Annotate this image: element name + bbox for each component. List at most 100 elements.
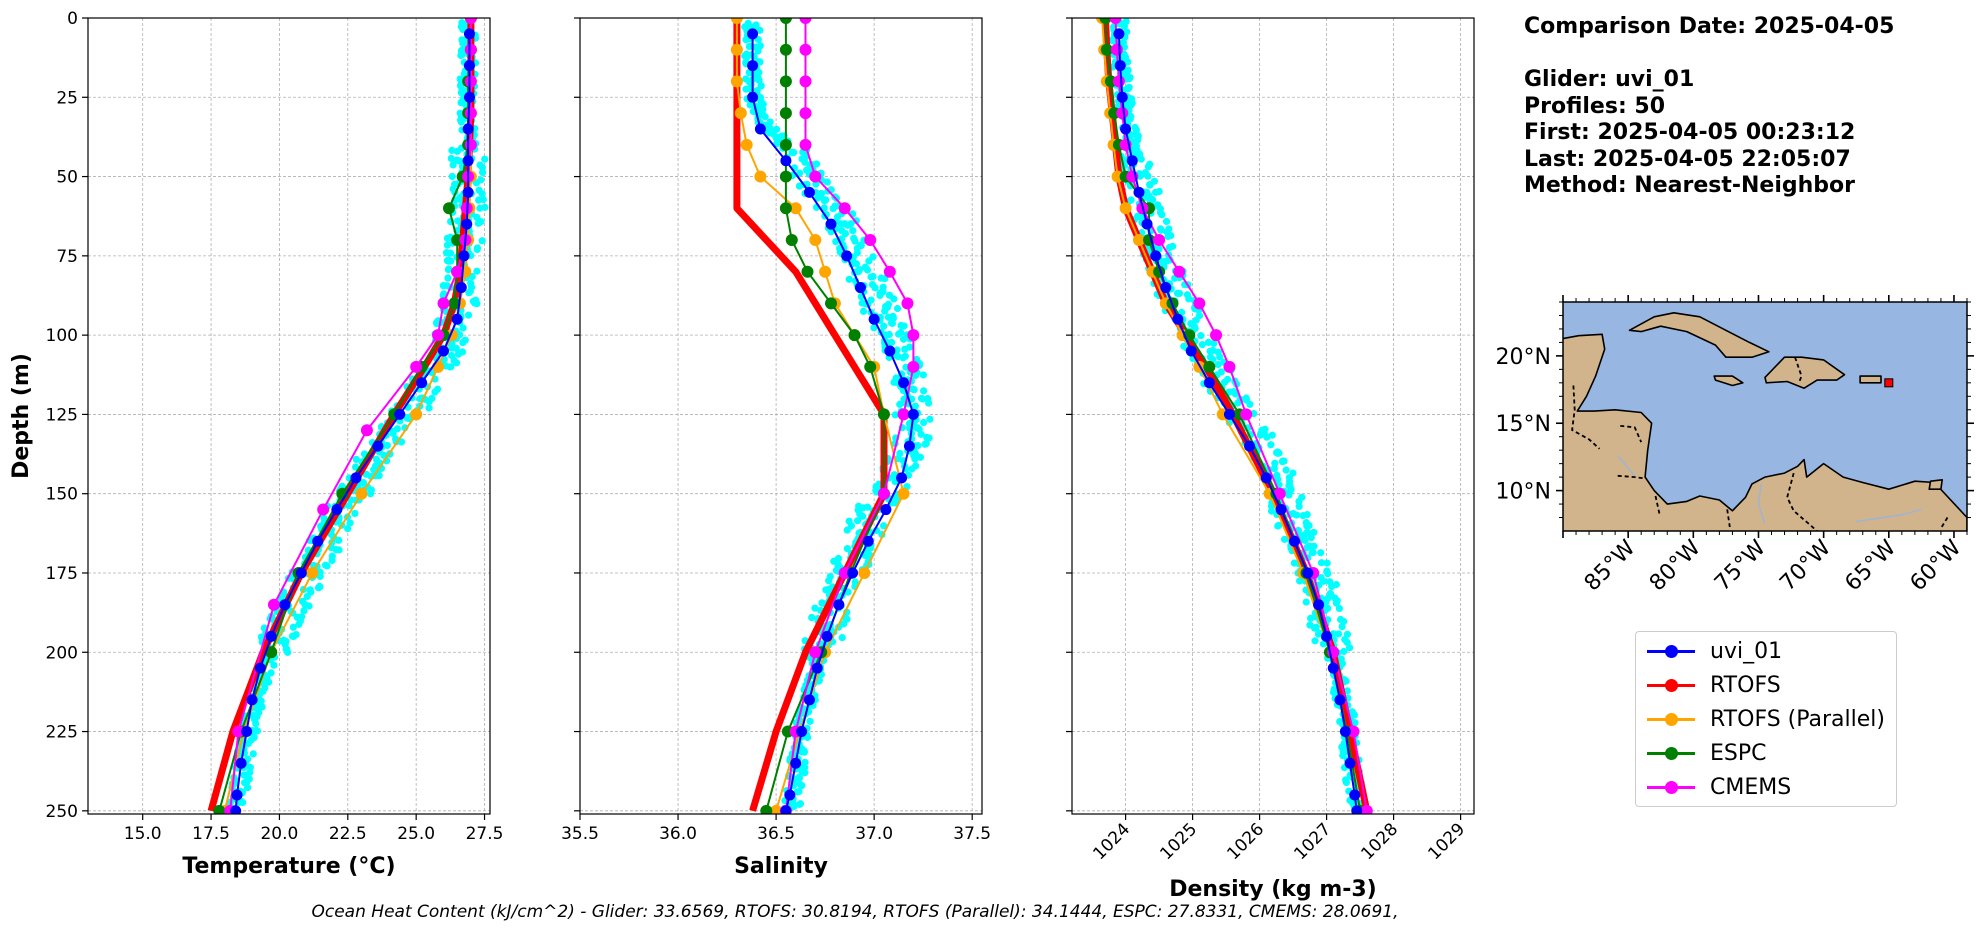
scatter-point xyxy=(446,249,455,257)
series-point xyxy=(779,75,792,88)
scatter-point xyxy=(795,182,804,190)
series-point xyxy=(854,282,866,294)
scatter-point xyxy=(865,257,873,265)
scatter-point xyxy=(346,519,354,527)
scatter-point xyxy=(459,338,467,347)
series-point xyxy=(811,662,823,674)
scatter-point xyxy=(1164,232,1172,241)
series-point xyxy=(780,805,792,814)
scatter-point xyxy=(893,304,902,313)
scatter-point xyxy=(895,330,903,338)
scatter-point xyxy=(316,572,324,581)
scatter-point xyxy=(393,425,401,433)
x-tick-label: 1024 xyxy=(1089,819,1134,864)
axes-frame xyxy=(1071,17,1475,815)
scatter-point xyxy=(314,584,323,592)
scatter-point xyxy=(1131,123,1139,132)
series-point xyxy=(1275,504,1287,516)
scatter-point xyxy=(1267,507,1276,515)
last-time: Last: 2025-04-05 22:05:07 xyxy=(1524,146,1851,172)
scatter-point xyxy=(1315,629,1323,637)
x-axis-label: Density (kg m-3) xyxy=(1169,877,1377,902)
legend-item-uvi-01: uvi_01 xyxy=(1636,634,1782,668)
scatter-point xyxy=(1273,471,1281,479)
y-tick-label: 150 xyxy=(46,485,78,505)
series-point xyxy=(779,202,792,215)
scatter-point xyxy=(1156,208,1165,217)
scatter-point xyxy=(1332,580,1340,589)
glider-scatter xyxy=(224,19,489,814)
panel-1: 15.0 17.5 20.0 22.5 25.0 27.5 0 25 50 75 100 125 150… xyxy=(9,9,503,879)
scatter-point xyxy=(1129,146,1137,154)
series-point xyxy=(770,804,783,814)
scatter-point xyxy=(876,291,884,300)
series-line xyxy=(234,33,471,811)
scatter-point xyxy=(299,597,307,605)
scatter-point xyxy=(1271,459,1279,467)
scatter-point xyxy=(843,526,851,534)
series-point xyxy=(1185,345,1197,357)
scatter-point xyxy=(919,418,928,427)
series-point xyxy=(1273,487,1286,500)
series-point xyxy=(1126,155,1138,167)
scatter-point xyxy=(857,241,865,250)
series-point xyxy=(799,75,812,88)
scatter-point xyxy=(332,546,340,554)
scatter-point xyxy=(1307,533,1315,542)
scatter-point xyxy=(911,455,919,463)
series-point xyxy=(799,43,812,56)
series-point xyxy=(279,599,291,611)
series-point xyxy=(1260,472,1272,484)
series-point xyxy=(1339,726,1351,738)
scatter-point xyxy=(899,354,907,362)
scatter-point xyxy=(1144,172,1152,180)
x-tick-label: 1028 xyxy=(1357,819,1402,864)
land-cuba xyxy=(1628,311,1770,359)
series-point xyxy=(897,487,910,500)
scatter-point xyxy=(755,76,763,84)
scatter-point xyxy=(372,455,380,463)
series-point xyxy=(1116,91,1128,103)
series-uvi-01 xyxy=(747,28,919,814)
series-point xyxy=(463,28,475,40)
scatter-point xyxy=(473,267,481,275)
scatter-point xyxy=(1187,320,1195,328)
series-point xyxy=(883,265,896,278)
scatter-point xyxy=(798,782,806,790)
scatter-point xyxy=(403,414,411,422)
series-point xyxy=(825,297,838,310)
scatter-point xyxy=(774,136,782,144)
scatter-point xyxy=(880,322,888,330)
scatter-point xyxy=(474,219,482,227)
series-point xyxy=(1288,535,1300,547)
x-axis-label: Temperature (°C) xyxy=(182,854,395,879)
scatter-point xyxy=(859,504,867,512)
scatter-point xyxy=(859,512,867,520)
scatter-point xyxy=(1216,353,1224,361)
y-tick-label: 50 xyxy=(56,168,78,188)
scatter-point xyxy=(1155,187,1163,196)
scatter-point xyxy=(1242,394,1250,402)
scatter-point xyxy=(891,411,899,419)
series-point xyxy=(730,75,743,88)
border-line xyxy=(1620,425,1643,443)
scatter-point xyxy=(481,155,489,163)
x-tick-label: 35.5 xyxy=(561,824,599,844)
panel-3: 1024 1025 1026 1027 1028 1029 Density (kg m-3) xyxy=(1066,17,1475,902)
series-point xyxy=(747,28,759,40)
scatter-point xyxy=(456,81,465,90)
scatter-point xyxy=(305,602,313,610)
scatter-point xyxy=(457,51,465,60)
x-tick-label: 27.5 xyxy=(466,824,504,844)
scatter-point xyxy=(1323,559,1331,567)
scatter-point xyxy=(884,313,892,321)
series-point xyxy=(1344,757,1356,769)
scatter-point xyxy=(459,324,467,332)
scatter-point xyxy=(1162,217,1171,226)
scatter-point xyxy=(250,733,258,742)
scatter-point xyxy=(841,220,849,228)
legend-marker xyxy=(1644,668,1698,702)
scatter-point xyxy=(351,463,360,471)
scatter-point xyxy=(919,371,927,379)
x-tick-label: 25.0 xyxy=(397,824,435,844)
